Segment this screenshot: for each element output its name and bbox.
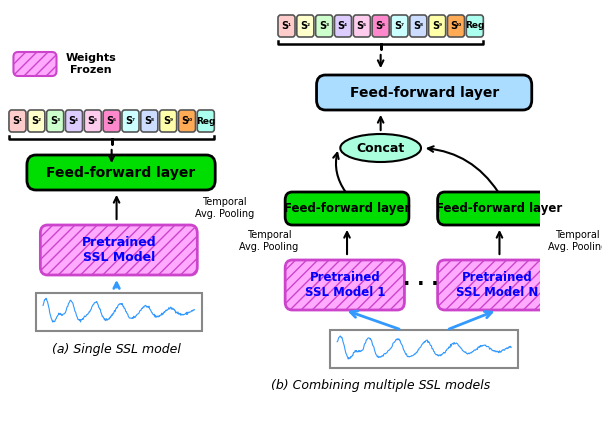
FancyBboxPatch shape	[27, 155, 215, 190]
Text: ₅: ₅	[363, 21, 366, 27]
Text: S: S	[300, 21, 307, 31]
FancyBboxPatch shape	[438, 192, 561, 225]
Text: (a) Single SSL model: (a) Single SSL model	[52, 343, 181, 355]
Text: S: S	[182, 116, 189, 126]
Text: Temporal
Avg. Pooling: Temporal Avg. Pooling	[194, 197, 254, 219]
Text: S: S	[338, 21, 345, 31]
Text: S: S	[69, 116, 76, 126]
FancyBboxPatch shape	[372, 15, 389, 37]
Text: (b) Combining multiple SSL models: (b) Combining multiple SSL models	[271, 379, 490, 393]
Text: ₃: ₃	[56, 116, 60, 122]
Text: ₁: ₁	[288, 21, 291, 27]
Text: ₃: ₃	[325, 21, 329, 27]
FancyBboxPatch shape	[66, 110, 82, 132]
Text: Concat: Concat	[356, 142, 405, 154]
FancyBboxPatch shape	[178, 110, 196, 132]
Text: Temporal
Avg. Pooling: Temporal Avg. Pooling	[548, 230, 602, 252]
FancyBboxPatch shape	[410, 15, 427, 37]
Text: S: S	[281, 21, 288, 31]
FancyBboxPatch shape	[429, 15, 445, 37]
Text: ₆: ₆	[113, 116, 116, 122]
Text: S: S	[144, 116, 151, 126]
FancyBboxPatch shape	[315, 15, 333, 37]
Bar	[36, 293, 202, 331]
FancyBboxPatch shape	[353, 15, 370, 37]
FancyBboxPatch shape	[438, 260, 557, 310]
Text: S: S	[12, 116, 19, 126]
Text: ₂: ₂	[306, 21, 309, 27]
Text: ₄: ₄	[344, 21, 347, 27]
FancyBboxPatch shape	[28, 110, 45, 132]
FancyBboxPatch shape	[447, 15, 465, 37]
Text: Feed-forward layer: Feed-forward layer	[46, 165, 196, 179]
Text: ₂: ₂	[37, 116, 40, 122]
Text: Pretrained
SSL Model: Pretrained SSL Model	[81, 236, 156, 264]
FancyBboxPatch shape	[317, 75, 532, 110]
Text: ₈: ₈	[420, 21, 423, 27]
FancyBboxPatch shape	[46, 110, 64, 132]
Text: Temporal
Avg. Pooling: Temporal Avg. Pooling	[240, 230, 299, 252]
Text: ₅: ₅	[94, 116, 97, 122]
Text: ₆: ₆	[382, 21, 385, 27]
Text: ₉: ₉	[169, 116, 172, 122]
FancyBboxPatch shape	[297, 15, 314, 37]
Text: Weights
Frozen: Weights Frozen	[65, 53, 116, 75]
Text: ₄: ₄	[75, 116, 78, 122]
Text: S: S	[432, 21, 439, 31]
FancyBboxPatch shape	[103, 110, 120, 132]
Text: ₁₀: ₁₀	[456, 21, 462, 27]
FancyBboxPatch shape	[467, 15, 483, 37]
Text: Feed-forward layer: Feed-forward layer	[350, 86, 499, 100]
FancyBboxPatch shape	[13, 52, 57, 76]
FancyBboxPatch shape	[84, 110, 101, 132]
Text: S: S	[394, 21, 402, 31]
Text: S: S	[319, 21, 326, 31]
Text: ₇: ₇	[400, 21, 404, 27]
Text: S: S	[31, 116, 38, 126]
Text: S: S	[451, 21, 458, 31]
FancyBboxPatch shape	[122, 110, 139, 132]
FancyBboxPatch shape	[278, 15, 295, 37]
Text: S: S	[356, 21, 364, 31]
Text: Pretrained
SSL Model 1: Pretrained SSL Model 1	[305, 271, 385, 299]
FancyBboxPatch shape	[391, 15, 408, 37]
Text: · · ·: · · ·	[403, 276, 439, 295]
Text: S: S	[375, 21, 382, 31]
FancyBboxPatch shape	[335, 15, 352, 37]
FancyBboxPatch shape	[285, 260, 405, 310]
FancyBboxPatch shape	[40, 225, 197, 275]
Text: S: S	[87, 116, 95, 126]
Text: S: S	[413, 21, 420, 31]
Text: S: S	[50, 116, 57, 126]
Text: ₈: ₈	[150, 116, 154, 122]
Text: ₇: ₇	[132, 116, 135, 122]
Text: Reg: Reg	[465, 22, 485, 31]
Ellipse shape	[340, 134, 421, 162]
Text: Feed-forward layer: Feed-forward layer	[284, 202, 410, 215]
FancyBboxPatch shape	[160, 110, 176, 132]
Text: S: S	[125, 116, 132, 126]
FancyBboxPatch shape	[141, 110, 158, 132]
Text: Reg: Reg	[196, 117, 216, 126]
Text: S: S	[107, 116, 113, 126]
Bar	[330, 330, 518, 368]
Text: S: S	[163, 116, 170, 126]
Text: ₉: ₉	[438, 21, 441, 27]
FancyBboxPatch shape	[197, 110, 214, 132]
Text: ₁: ₁	[19, 116, 22, 122]
Text: Pretrained
SSL Model N: Pretrained SSL Model N	[456, 271, 538, 299]
FancyBboxPatch shape	[285, 192, 409, 225]
FancyBboxPatch shape	[9, 110, 26, 132]
Text: Feed-forward layer: Feed-forward layer	[436, 202, 563, 215]
Text: ₁₀: ₁₀	[187, 116, 193, 122]
